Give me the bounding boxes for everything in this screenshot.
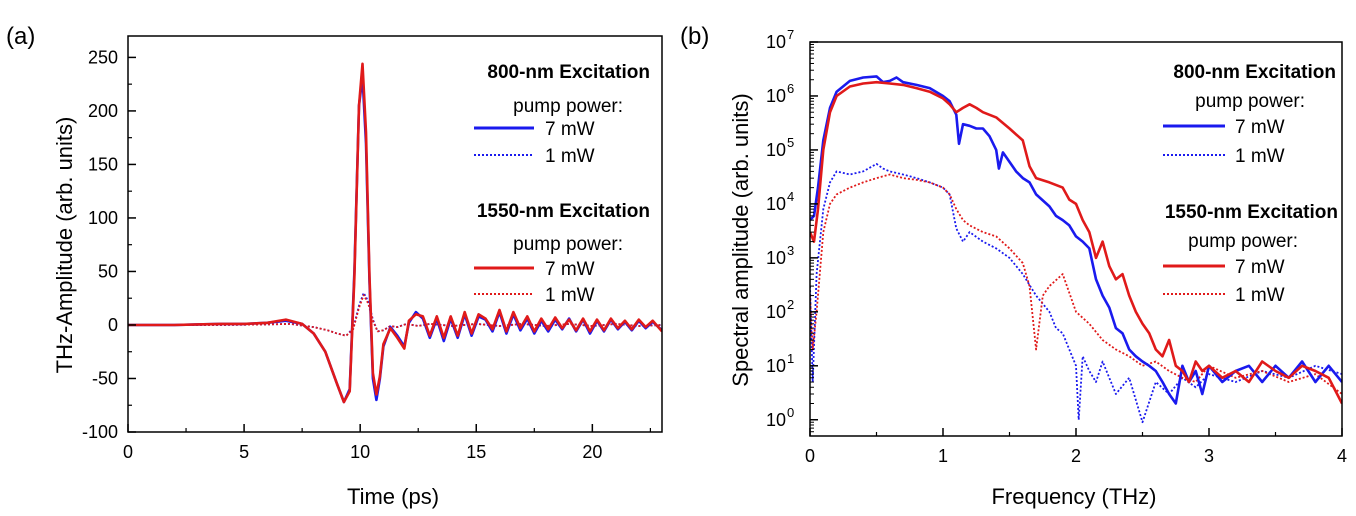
series-line-1550nm-7mw — [810, 80, 1342, 405]
x-tick-label: 0 — [805, 446, 815, 466]
legend-label-1550-7mw: 7 mW — [545, 259, 595, 280]
y-tick-exponent: 5 — [787, 135, 794, 150]
panel-b-ylabel: Spectral amplitude (arb. units) — [728, 93, 753, 386]
panel-b-legend: 800-nm Excitation pump power: 7 mW 1 mW … — [1135, 58, 1340, 306]
y-tick-label: 150 — [88, 154, 118, 174]
y-tick-label: 10 — [766, 356, 786, 376]
legend-background — [1140, 58, 1340, 170]
legend-label-800-1mw: 1 mW — [545, 146, 595, 167]
legend-title-800nm: 800-nm Excitation — [1173, 62, 1336, 83]
y-tick-label: -100 — [82, 422, 118, 442]
x-tick-label: 2 — [1071, 446, 1081, 466]
x-tick-label: 1 — [938, 446, 948, 466]
x-tick-label: 0 — [123, 442, 133, 462]
y-tick-label: 200 — [88, 101, 118, 121]
series-line-1550nm-1mw — [810, 173, 1342, 395]
legend-subtitle: pump power: — [1188, 231, 1298, 252]
y-tick-label: 10 — [766, 86, 786, 106]
y-tick-exponent: 0 — [787, 405, 794, 420]
y-tick-exponent: 7 — [787, 27, 794, 42]
panel-a-xlabel: Time (ps) — [347, 484, 439, 509]
legend-label-800-7mw: 7 mW — [545, 119, 595, 140]
series-line-1550nm-7mw — [128, 62, 662, 404]
y-tick-exponent: 3 — [787, 243, 794, 258]
legend-label-1550-1mw: 1 mW — [545, 285, 595, 306]
x-tick-label: 10 — [350, 442, 370, 462]
y-tick-label: 10 — [766, 248, 786, 268]
y-tick-label: 250 — [88, 47, 118, 67]
legend-label-800-1mw: 1 mW — [1235, 146, 1285, 167]
x-tick-label: 5 — [239, 442, 249, 462]
legend-label-1550-1mw: 1 mW — [1235, 285, 1285, 306]
y-tick-label: 10 — [766, 194, 786, 214]
y-tick-label: 10 — [766, 140, 786, 160]
panel-a-frame — [127, 35, 663, 433]
y-tick-label: 50 — [98, 261, 118, 281]
series-line-800nm-7mw — [810, 75, 1342, 405]
x-tick-label: 15 — [466, 442, 486, 462]
legend-subtitle: pump power: — [1195, 91, 1305, 112]
panel-b-label: (b) — [680, 23, 709, 50]
panel-b-xlabel: Frequency (THz) — [991, 484, 1156, 509]
legend-title-1550nm: 1550-nm Excitation — [1165, 202, 1338, 223]
y-tick-exponent: 1 — [787, 351, 794, 366]
series-line-1550nm-1mw — [128, 294, 662, 337]
legend-background — [1135, 198, 1340, 306]
y-tick-label: 10 — [766, 410, 786, 430]
x-tick-label: 4 — [1337, 446, 1347, 466]
y-tick-label: 10 — [766, 302, 786, 322]
panel-a-legend: 800-nm Excitation pump power: 7 mW 1 mW … — [474, 62, 650, 306]
legend-label-1550-7mw: 7 mW — [1235, 257, 1285, 278]
y-tick-label: -50 — [92, 368, 118, 388]
legend-label-800-7mw: 7 mW — [1235, 117, 1285, 138]
y-tick-exponent: 4 — [787, 189, 794, 204]
x-tick-label: 3 — [1204, 446, 1214, 466]
panel-a: (a) Time (ps) THz-Amplitude (arb. units)… — [6, 23, 663, 509]
panel-a-ylabel: THz-Amplitude (arb. units) — [52, 117, 77, 374]
y-tick-exponent: 2 — [787, 297, 794, 312]
panel-b: (b) Frequency (THz) Spectral amplitude (… — [680, 23, 1347, 509]
legend-subtitle: pump power: — [513, 234, 623, 255]
panel-a-plot-area: 0 5 10 15 20 -100 -50 0 50 100 150 200 250 — [82, 35, 663, 462]
y-tick-label: 10 — [766, 32, 786, 52]
legend-title-800nm: 800-nm Excitation — [487, 62, 650, 83]
y-tick-label: 100 — [88, 208, 118, 228]
panel-a-label: (a) — [6, 23, 35, 50]
y-tick-label: 0 — [108, 315, 118, 335]
legend-subtitle: pump power: — [513, 96, 623, 117]
legend-title-1550nm: 1550-nm Excitation — [477, 201, 650, 222]
y-tick-exponent: 6 — [787, 81, 794, 96]
x-tick-label: 20 — [582, 442, 602, 462]
